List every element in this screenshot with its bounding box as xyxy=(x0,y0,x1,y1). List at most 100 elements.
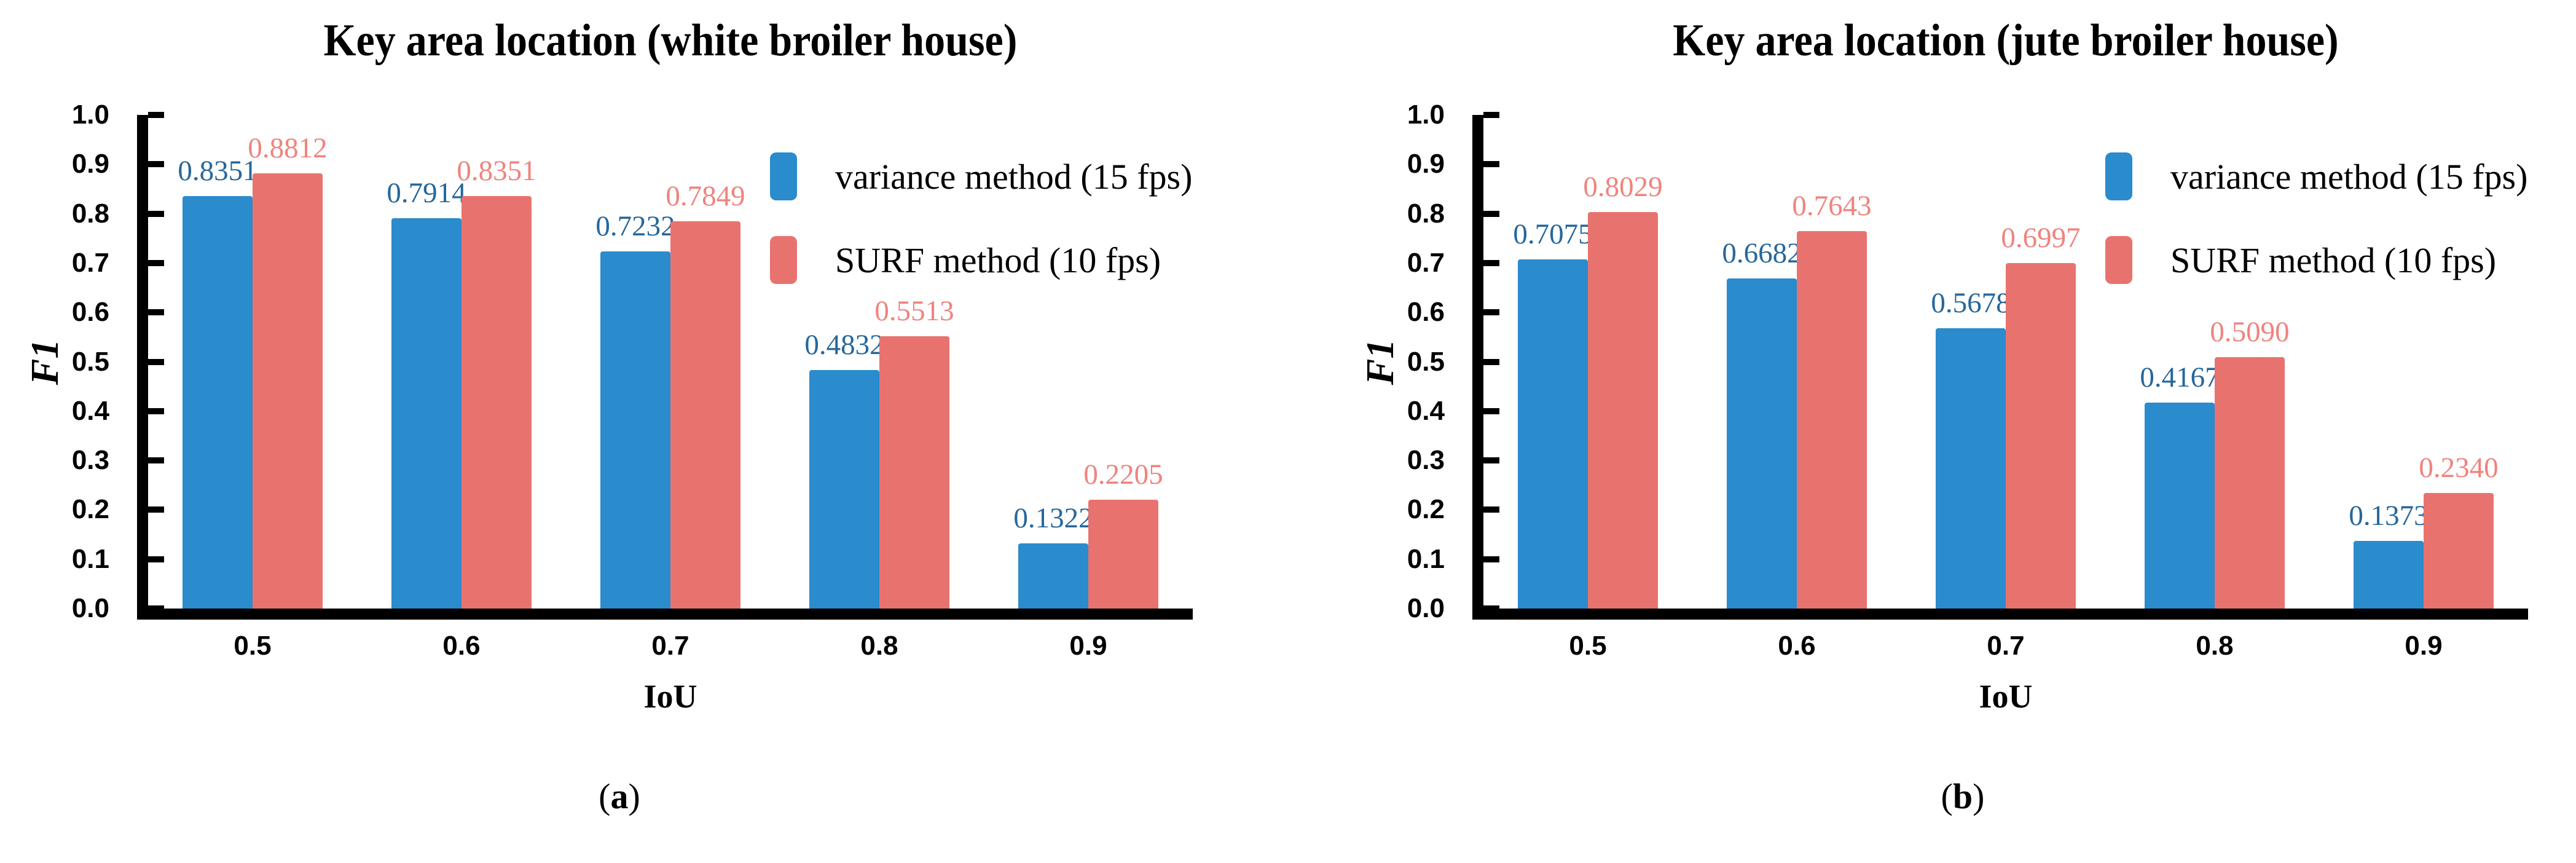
y-tick xyxy=(1483,112,1499,118)
x-tick-label: 0.8 xyxy=(2196,631,2234,661)
y-tick xyxy=(1483,309,1499,316)
bar-variance-0.6 xyxy=(1727,278,1797,609)
bar-surf-0.8 xyxy=(2215,357,2285,609)
y-tick-label: 0.2 xyxy=(1407,494,1445,525)
legend-swatch-variance-method xyxy=(770,152,797,200)
y-tick xyxy=(1483,408,1499,414)
bar-value-label: 0.2340 xyxy=(2419,452,2499,484)
bar-value-label: 0.4167 xyxy=(2140,361,2220,394)
chart-panel-a: Key area location (white broiler house) … xyxy=(23,15,1193,816)
y-tick xyxy=(148,506,164,513)
legend-swatch-surf-method xyxy=(2105,236,2132,284)
x-tick-label: 0.6 xyxy=(1778,631,1816,661)
y-tick-label: 0.0 xyxy=(71,593,109,623)
legend-label: variance method (15 fps) xyxy=(835,156,1193,197)
bar-value-label: 0.1322 xyxy=(1013,502,1093,534)
bar-surf-0.9 xyxy=(2424,493,2494,609)
y-tick-label: 0.4 xyxy=(1407,395,1445,426)
y-tick-label: 0.3 xyxy=(71,445,109,476)
bar-value-label: 0.7075 xyxy=(1513,218,1593,250)
subfigure-caption: (a) xyxy=(599,776,640,816)
bar-value-label: 0.8351 xyxy=(178,155,257,187)
bar-value-label: 0.5513 xyxy=(874,295,954,328)
legend-label: variance method (15 fps) xyxy=(2170,156,2528,197)
bar-value-label: 0.5678 xyxy=(1931,287,2011,320)
legend-item-variance-method: variance method (15 fps) xyxy=(2105,152,2527,200)
bar-variance-0.9 xyxy=(2354,540,2424,609)
x-tick-label: 0.9 xyxy=(2405,631,2443,661)
y-tick xyxy=(1483,358,1499,365)
bar-value-label: 0.8351 xyxy=(457,155,536,187)
y-tick-label: 0.7 xyxy=(71,247,109,278)
x-tick-label: 0.9 xyxy=(1069,631,1107,661)
legend-swatch-variance-method xyxy=(2105,152,2132,200)
x-axis-title: IoU xyxy=(643,678,697,715)
bar-value-label: 0.1373 xyxy=(2349,499,2429,532)
y-tick-label: 0.1 xyxy=(71,543,109,574)
x-tick-label: 0.5 xyxy=(234,631,272,661)
y-tick xyxy=(1483,457,1499,464)
bar-variance-0.7 xyxy=(600,251,670,609)
y-tick-label: 0.4 xyxy=(71,395,109,426)
bar-variance-0.8 xyxy=(2145,403,2215,609)
legend-item-variance-method: variance method (15 fps) xyxy=(770,152,1192,200)
y-tick-label: 0.9 xyxy=(71,149,109,179)
y-tick xyxy=(148,161,164,168)
y-tick-label: 0.9 xyxy=(1407,149,1445,179)
y-tick xyxy=(1483,161,1499,168)
y-tick xyxy=(148,112,164,118)
plot-area: 0.7075 0.8029 0.6682 0.7643 0.5678 0.6997 0.41… xyxy=(1472,112,2528,620)
bar-value-label: 0.4832 xyxy=(804,329,884,361)
bar-value-label: 0.8812 xyxy=(248,132,328,165)
y-tick-label: 1.0 xyxy=(71,100,109,130)
y-tick xyxy=(148,408,164,414)
bar-variance-0.9 xyxy=(1018,543,1088,609)
y-tick-label: 1.0 xyxy=(1407,100,1445,130)
bar-variance-0.5 xyxy=(183,196,253,609)
x-tick-label: 0.5 xyxy=(1569,631,1607,661)
bar-surf-0.6 xyxy=(1797,231,1867,609)
y-tick-label: 0.7 xyxy=(1407,247,1445,278)
y-tick-label: 0.2 xyxy=(71,494,109,525)
y-tick xyxy=(148,358,164,365)
y-tick xyxy=(148,210,164,217)
bar-value-label: 0.7914 xyxy=(387,176,466,209)
bar-surf-0.9 xyxy=(1088,499,1158,609)
legend-swatch-surf-method xyxy=(770,236,797,284)
bar-value-label: 0.8029 xyxy=(1583,171,1663,203)
y-tick-label: 0.1 xyxy=(1407,543,1445,574)
bar-surf-0.7 xyxy=(670,221,740,609)
chart-panel-b: Key area location (jute broiler house) F… xyxy=(1288,0,2576,863)
y-tick-label: 0.8 xyxy=(1407,198,1445,229)
subfigure-caption: (b) xyxy=(1941,776,1985,816)
bar-variance-0.8 xyxy=(809,370,879,609)
y-tick-label: 0.6 xyxy=(1407,297,1445,328)
x-tick-label: 0.8 xyxy=(860,631,898,661)
bar-variance-0.7 xyxy=(1936,328,2006,609)
bar-value-label: 0.5090 xyxy=(2210,316,2290,349)
legend: variance method (15 fps) SURF method (10… xyxy=(770,152,1192,284)
bar-value-label: 0.6997 xyxy=(2001,222,2081,254)
legend: variance method (15 fps) SURF method (10… xyxy=(2105,152,2527,284)
y-tick-label: 0.8 xyxy=(71,198,109,229)
y-tick-label: 0.5 xyxy=(1407,346,1445,377)
y-tick-label: 0.3 xyxy=(1407,445,1445,476)
plot-area: 0.8351 0.8812 0.7914 0.8351 0.7232 0.7849 0.48… xyxy=(137,112,1193,620)
y-tick xyxy=(148,605,164,612)
legend-label: SURF method (10 fps) xyxy=(835,240,1161,280)
bar-value-label: 0.6682 xyxy=(1722,237,1802,270)
legend-item-surf-method: SURF method (10 fps) xyxy=(770,236,1192,284)
y-tick-label: 0.5 xyxy=(71,346,109,377)
y-tick xyxy=(148,457,164,464)
bar-surf-0.8 xyxy=(879,336,949,609)
y-tick xyxy=(148,309,164,316)
y-tick xyxy=(1483,556,1499,562)
x-tick-label: 0.7 xyxy=(651,631,689,661)
bar-value-label: 0.7849 xyxy=(666,179,745,212)
x-tick-label: 0.7 xyxy=(1987,631,2025,661)
bar-surf-0.6 xyxy=(461,196,532,609)
y-tick xyxy=(1483,259,1499,266)
y-tick-label: 0.0 xyxy=(1407,593,1445,623)
y-tick xyxy=(1483,506,1499,513)
bar-surf-0.5 xyxy=(1588,212,1658,609)
